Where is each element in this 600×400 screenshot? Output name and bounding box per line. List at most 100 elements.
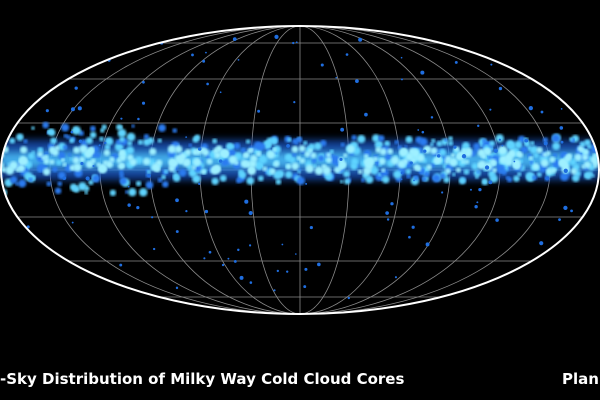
cloud-core bbox=[135, 156, 143, 165]
cloud-core bbox=[17, 164, 26, 173]
cloud-core bbox=[119, 170, 124, 175]
cloud-core bbox=[570, 168, 577, 175]
cloud-core bbox=[104, 137, 114, 146]
cloud-core bbox=[69, 164, 76, 171]
cloud-core bbox=[291, 145, 299, 153]
cloud-core bbox=[532, 175, 538, 181]
cloud-core bbox=[436, 154, 441, 158]
cloud-core bbox=[272, 147, 277, 152]
cloud-core bbox=[185, 136, 188, 139]
cloud-core bbox=[291, 138, 298, 145]
cloud-core bbox=[197, 147, 202, 151]
cloud-core bbox=[136, 206, 140, 210]
cloud-core bbox=[452, 172, 456, 177]
cloud-core bbox=[413, 179, 415, 182]
cloud-core bbox=[274, 34, 279, 39]
cloud-core bbox=[202, 59, 206, 63]
cloud-core bbox=[212, 147, 220, 154]
cloud-core bbox=[84, 150, 93, 159]
cloud-core bbox=[298, 145, 306, 152]
cloud-core bbox=[273, 160, 280, 168]
cloud-core bbox=[296, 176, 306, 185]
cloud-core bbox=[400, 171, 404, 175]
cloud-core bbox=[142, 80, 145, 84]
cloud-core bbox=[517, 171, 522, 177]
cloud-core bbox=[372, 134, 380, 143]
cloud-core bbox=[560, 108, 563, 110]
cloud-core bbox=[545, 150, 551, 156]
cloud-core bbox=[347, 296, 351, 300]
cloud-core bbox=[49, 159, 55, 165]
cloud-core bbox=[570, 209, 573, 213]
cloud-core bbox=[499, 155, 508, 165]
cloud-core bbox=[146, 169, 151, 174]
cloud-core bbox=[248, 211, 253, 216]
cloud-core bbox=[119, 263, 123, 267]
cloud-core bbox=[426, 164, 432, 171]
cloud-core bbox=[539, 241, 544, 246]
cloud-core bbox=[340, 142, 345, 147]
cloud-core bbox=[489, 140, 496, 147]
cloud-core bbox=[127, 140, 133, 147]
cloud-core bbox=[416, 153, 425, 163]
cloud-core bbox=[211, 177, 219, 186]
cloud-core bbox=[374, 140, 384, 149]
cloud-core bbox=[421, 130, 425, 134]
cloud-core bbox=[127, 154, 134, 161]
cloud-core bbox=[118, 149, 126, 157]
cloud-core bbox=[73, 146, 81, 154]
cloud-core bbox=[364, 112, 368, 117]
cloud-core bbox=[435, 156, 442, 164]
cloud-core bbox=[78, 182, 87, 191]
cloud-core bbox=[104, 141, 107, 145]
cloud-core bbox=[143, 133, 150, 140]
cloud-core bbox=[501, 144, 504, 147]
cloud-core bbox=[89, 131, 97, 139]
cloud-core bbox=[219, 91, 222, 94]
cloud-core bbox=[412, 151, 418, 157]
cloud-core bbox=[63, 133, 68, 138]
cloud-core bbox=[158, 123, 167, 132]
cloud-core bbox=[69, 137, 75, 144]
cloud-core bbox=[339, 157, 343, 162]
cloud-core bbox=[205, 51, 207, 54]
cloud-core bbox=[423, 171, 430, 177]
cloud-core bbox=[128, 188, 137, 197]
cloud-core bbox=[326, 152, 332, 158]
cloud-core bbox=[490, 147, 494, 151]
cloud-core bbox=[235, 178, 242, 184]
cloud-core bbox=[423, 149, 427, 153]
cloud-core bbox=[443, 176, 450, 183]
cloud-core bbox=[238, 170, 247, 179]
cloud-core bbox=[463, 169, 470, 175]
cloud-core bbox=[57, 181, 63, 187]
cloud-core bbox=[400, 78, 404, 81]
cloud-core bbox=[174, 145, 183, 154]
cloud-core bbox=[450, 153, 456, 158]
cloud-core bbox=[484, 148, 492, 156]
cloud-core bbox=[295, 253, 297, 255]
cloud-core bbox=[550, 167, 557, 174]
cloud-core bbox=[514, 140, 523, 149]
cloud-core bbox=[57, 151, 66, 160]
cloud-core bbox=[400, 56, 403, 59]
cloud-core bbox=[390, 202, 394, 206]
cloud-core bbox=[299, 157, 306, 164]
cloud-core bbox=[173, 174, 181, 182]
cloud-core bbox=[256, 151, 262, 157]
cloud-core bbox=[289, 157, 296, 164]
cloud-core bbox=[484, 165, 490, 170]
cloud-core bbox=[402, 158, 409, 165]
cloud-core bbox=[322, 166, 332, 175]
cloud-core bbox=[439, 148, 447, 156]
cloud-core bbox=[584, 173, 589, 178]
cloud-core bbox=[533, 152, 539, 158]
cloud-core bbox=[292, 41, 295, 45]
cloud-core bbox=[194, 164, 202, 173]
cloud-core bbox=[250, 154, 258, 163]
cloud-core bbox=[310, 152, 317, 159]
cloud-core bbox=[469, 188, 472, 191]
cloud-core bbox=[120, 117, 123, 120]
cloud-core bbox=[529, 160, 534, 165]
cloud-core bbox=[45, 109, 49, 113]
